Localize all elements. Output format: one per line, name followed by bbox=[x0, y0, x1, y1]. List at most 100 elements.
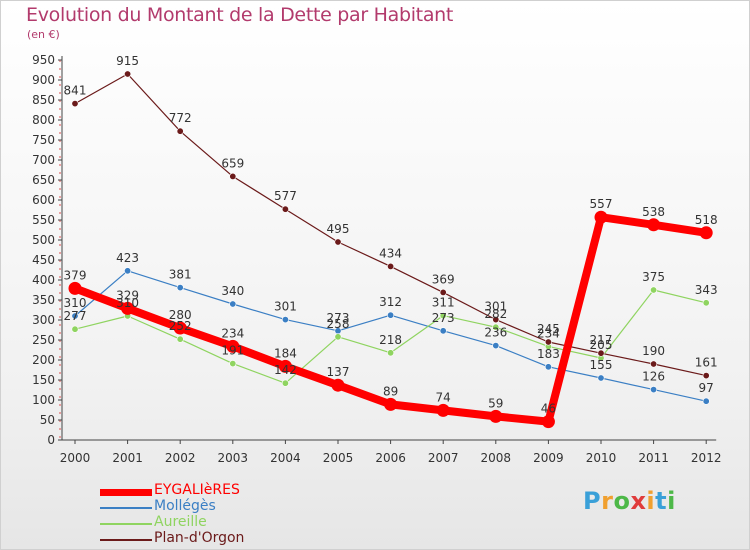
data-point-moll-g-s bbox=[544, 363, 552, 371]
data-label-eygali-res: 59 bbox=[488, 396, 503, 410]
x-tick-label: 2008 bbox=[481, 451, 512, 465]
data-label-plan-d-orgon: 495 bbox=[327, 222, 350, 236]
data-label-plan-d-orgon: 301 bbox=[484, 300, 507, 314]
data-label-eygali-res: 280 bbox=[169, 308, 192, 322]
y-tick-label: 0 bbox=[47, 433, 55, 447]
data-label-moll-g-s: 273 bbox=[432, 311, 455, 325]
data-point-plan-d-orgon bbox=[544, 338, 552, 346]
data-point-eygali-res bbox=[278, 359, 292, 373]
x-tick-label: 2003 bbox=[218, 451, 249, 465]
y-tick-label: 300 bbox=[32, 313, 55, 327]
data-point-moll-g-s bbox=[71, 312, 79, 320]
data-point-plan-d-orgon bbox=[71, 100, 79, 108]
y-tick-label: 750 bbox=[32, 133, 55, 147]
data-point-aureille bbox=[71, 325, 79, 333]
y-tick-label: 250 bbox=[32, 333, 55, 347]
data-point-eygali-res bbox=[121, 301, 135, 315]
x-tick-label: 2007 bbox=[428, 451, 459, 465]
data-label-eygali-res: 557 bbox=[590, 197, 613, 211]
data-point-aureille bbox=[334, 333, 342, 341]
data-label-eygali-res: 379 bbox=[64, 268, 87, 282]
legend-swatch bbox=[100, 523, 152, 525]
y-tick-label: 550 bbox=[32, 213, 55, 227]
data-label-moll-g-s: 310 bbox=[64, 296, 87, 310]
logo-letter: i bbox=[646, 487, 656, 515]
data-point-eygali-res bbox=[647, 218, 661, 232]
data-label-aureille: 142 bbox=[274, 363, 297, 377]
data-label-moll-g-s: 381 bbox=[169, 268, 192, 282]
legend-label: Aureille bbox=[154, 514, 207, 530]
data-label-eygali-res: 538 bbox=[642, 205, 665, 219]
data-point-plan-d-orgon bbox=[387, 262, 395, 270]
data-label-eygali-res: 329 bbox=[116, 288, 139, 302]
data-point-moll-g-s bbox=[176, 284, 184, 292]
y-tick-label: 400 bbox=[32, 273, 55, 287]
data-point-aureille bbox=[492, 323, 500, 331]
data-point-plan-d-orgon bbox=[702, 372, 710, 380]
data-point-plan-d-orgon bbox=[229, 172, 237, 180]
data-point-aureille bbox=[281, 379, 289, 387]
data-label-aureille: 191 bbox=[221, 344, 244, 358]
data-point-eygali-res bbox=[436, 403, 450, 417]
x-tick-label: 2000 bbox=[60, 451, 91, 465]
data-point-eygali-res bbox=[699, 226, 713, 240]
data-label-moll-g-s: 423 bbox=[116, 251, 139, 265]
data-label-eygali-res: 234 bbox=[221, 326, 244, 340]
data-point-eygali-res bbox=[594, 210, 608, 224]
data-label-moll-g-s: 340 bbox=[221, 284, 244, 298]
data-label-plan-d-orgon: 161 bbox=[695, 356, 718, 370]
data-point-eygali-res bbox=[226, 339, 240, 353]
logo-letter: x bbox=[630, 487, 647, 515]
data-label-moll-g-s: 273 bbox=[327, 311, 350, 325]
data-label-eygali-res: 518 bbox=[695, 213, 718, 227]
data-label-moll-g-s: 183 bbox=[537, 347, 560, 361]
data-point-aureille bbox=[702, 299, 710, 307]
y-tick-label: 950 bbox=[32, 53, 55, 67]
data-point-plan-d-orgon bbox=[176, 127, 184, 135]
data-point-eygali-res bbox=[173, 321, 187, 335]
data-label-aureille: 311 bbox=[432, 296, 455, 310]
data-point-eygali-res bbox=[68, 281, 82, 295]
data-point-eygali-res bbox=[331, 378, 345, 392]
legend-label: EYGALIèRES bbox=[154, 482, 240, 498]
data-point-aureille bbox=[650, 286, 658, 294]
y-tick-label: 850 bbox=[32, 93, 55, 107]
data-label-plan-d-orgon: 190 bbox=[642, 344, 665, 358]
data-label-moll-g-s: 312 bbox=[379, 295, 402, 309]
x-tick-label: 2002 bbox=[165, 451, 196, 465]
unit-label: (en €) bbox=[27, 28, 60, 41]
y-tick-label: 800 bbox=[32, 113, 55, 127]
legend-swatch bbox=[100, 507, 152, 509]
data-label-aureille: 277 bbox=[64, 309, 87, 323]
data-point-plan-d-orgon bbox=[334, 238, 342, 246]
data-label-moll-g-s: 236 bbox=[484, 326, 507, 340]
x-tick-label: 2011 bbox=[638, 451, 669, 465]
x-tick-label: 2009 bbox=[533, 451, 564, 465]
data-point-moll-g-s bbox=[650, 386, 658, 394]
y-tick-label: 650 bbox=[32, 173, 55, 187]
legend-swatch bbox=[100, 489, 152, 496]
data-point-eygali-res bbox=[541, 415, 555, 429]
y-tick-label: 450 bbox=[32, 253, 55, 267]
data-label-plan-d-orgon: 217 bbox=[590, 333, 613, 347]
data-point-aureille bbox=[229, 360, 237, 368]
legend-label: Mollégès bbox=[154, 498, 216, 514]
proxiti-logo: Proxiti bbox=[583, 487, 676, 515]
data-label-aureille: 310 bbox=[116, 296, 139, 310]
data-point-moll-g-s bbox=[492, 342, 500, 350]
data-label-plan-d-orgon: 245 bbox=[537, 322, 560, 336]
data-point-plan-d-orgon bbox=[650, 360, 658, 368]
logo-letter: o bbox=[613, 487, 631, 515]
logo-letter: P bbox=[583, 487, 602, 515]
y-tick-label: 100 bbox=[32, 393, 55, 407]
data-point-aureille bbox=[439, 312, 447, 320]
data-label-eygali-res: 46 bbox=[541, 402, 556, 416]
data-label-moll-g-s: 97 bbox=[699, 381, 714, 395]
data-point-aureille bbox=[387, 349, 395, 357]
data-point-moll-g-s bbox=[597, 374, 605, 382]
data-label-plan-d-orgon: 369 bbox=[432, 272, 455, 286]
logo-letter: t bbox=[655, 487, 668, 515]
data-label-eygali-res: 137 bbox=[327, 365, 350, 379]
y-tick-label: 350 bbox=[32, 293, 55, 307]
